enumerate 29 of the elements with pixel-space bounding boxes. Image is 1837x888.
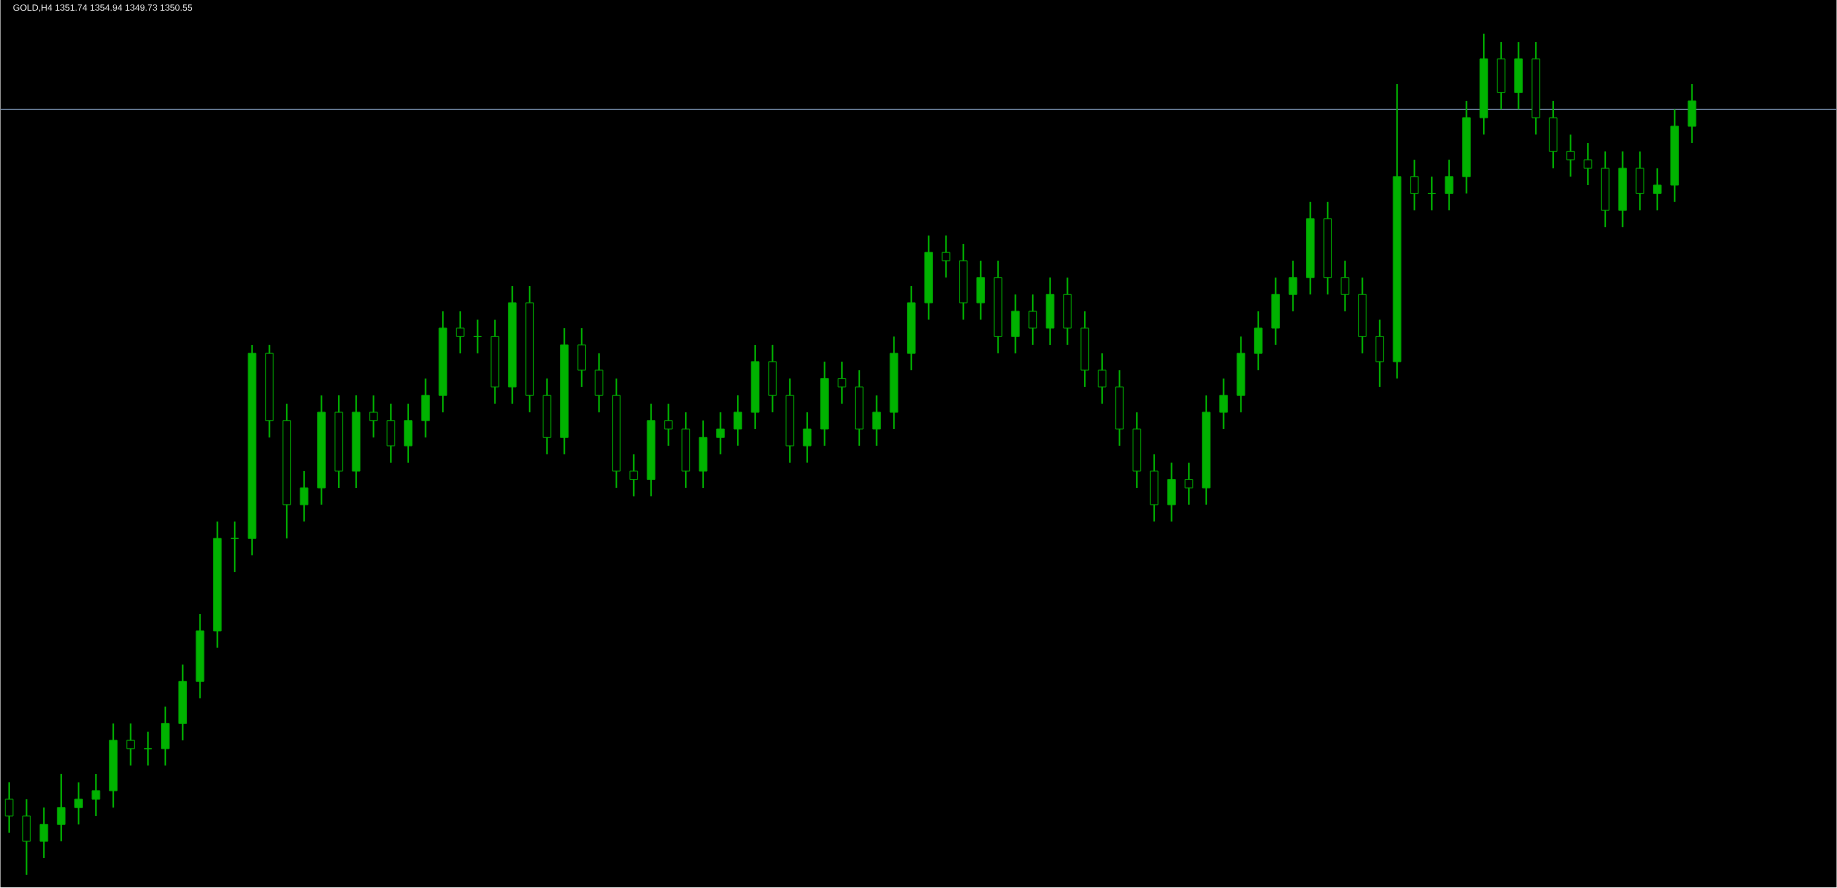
candlestick: [1583, 142, 1593, 187]
candlestick: [629, 453, 638, 498]
candlestick: [126, 722, 135, 767]
candlestick: [716, 411, 725, 456]
candlestick: [39, 807, 49, 860]
candlestick: [872, 394, 881, 447]
chart-title: GOLD,H4 1351.74 1354.94 1349.73 1350.55: [13, 4, 193, 13]
candlestick: [664, 403, 673, 447]
candlestick: [1566, 134, 1575, 178]
candlestick: [1288, 260, 1298, 313]
candlestick: [1184, 462, 1194, 506]
candlestick: [456, 310, 465, 355]
candlestick: [57, 773, 66, 843]
candlestick: [4, 781, 14, 834]
candlestick: [733, 394, 743, 447]
candlestick: [837, 361, 847, 405]
candlestick: [803, 411, 812, 464]
candlestick: [299, 470, 309, 523]
candlestick: [1097, 352, 1107, 405]
candlestick: [1340, 260, 1350, 313]
candlestick: [1028, 293, 1037, 346]
candlestick: [1444, 159, 1454, 212]
candlestick: [941, 234, 951, 279]
candlestick: [1653, 167, 1662, 212]
candlestick: [74, 781, 83, 826]
candlestick: [369, 394, 378, 439]
candlestick: [1410, 159, 1419, 212]
candlestick: [1219, 378, 1228, 431]
candlestick: [91, 773, 101, 818]
